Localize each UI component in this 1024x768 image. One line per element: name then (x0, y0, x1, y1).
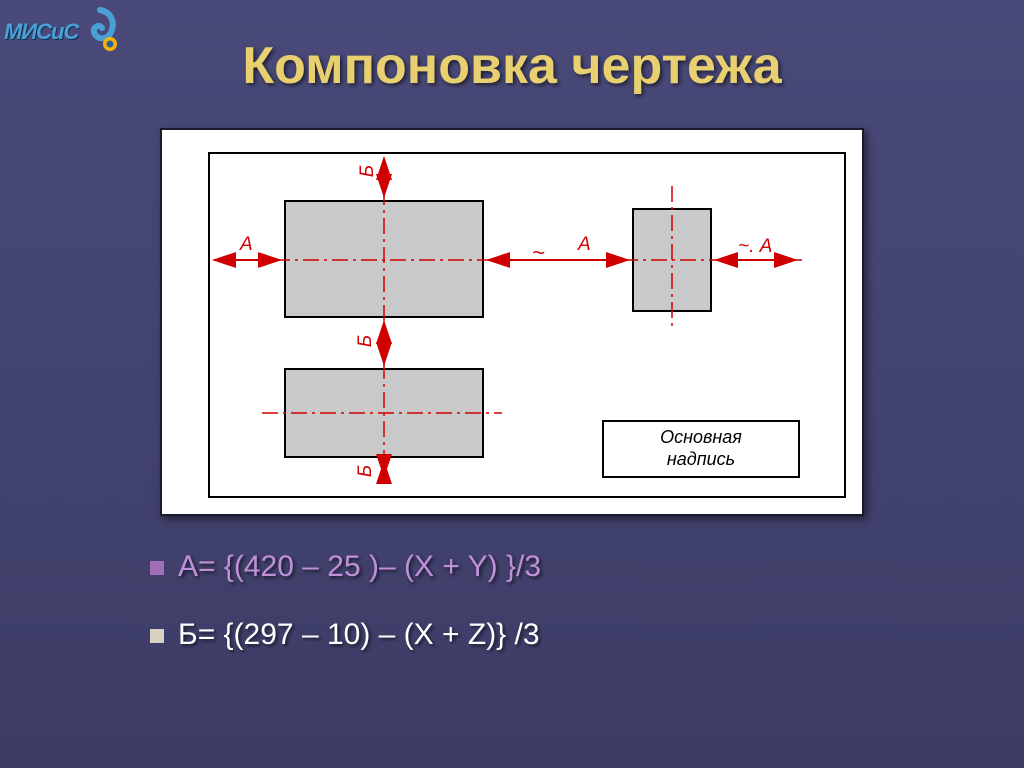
formula-B: Б= {(297 – 10) – (X + Z)} /3 (178, 618, 540, 652)
dim-tilde-mid: ~ (532, 240, 545, 266)
dim-label-B-bot: Б (355, 465, 377, 477)
formula-row-A: А= {(420 – 25 )– (X + Y) }/3 (150, 550, 964, 584)
formula-row-B: Б= {(297 – 10) – (X + Z)} /3 (150, 618, 964, 652)
dim-label-B-mid: Б (355, 335, 377, 347)
diagram: Основная надпись (160, 128, 864, 516)
dim-label-A-right: ~. А (738, 236, 772, 258)
dim-label-A-left: А (240, 234, 253, 256)
dim-label-B-top: Б (357, 165, 379, 177)
dim-label-A-mid: А (578, 234, 591, 256)
bullet-icon (150, 629, 164, 643)
bullet-icon (150, 561, 164, 575)
slide-title: Компоновка чертежа (0, 36, 1024, 96)
formula-list: А= {(420 – 25 )– (X + Y) }/3 Б= {(297 – … (150, 550, 964, 686)
formula-A: А= {(420 – 25 )– (X + Y) }/3 (178, 550, 541, 584)
centerlines (162, 130, 866, 518)
